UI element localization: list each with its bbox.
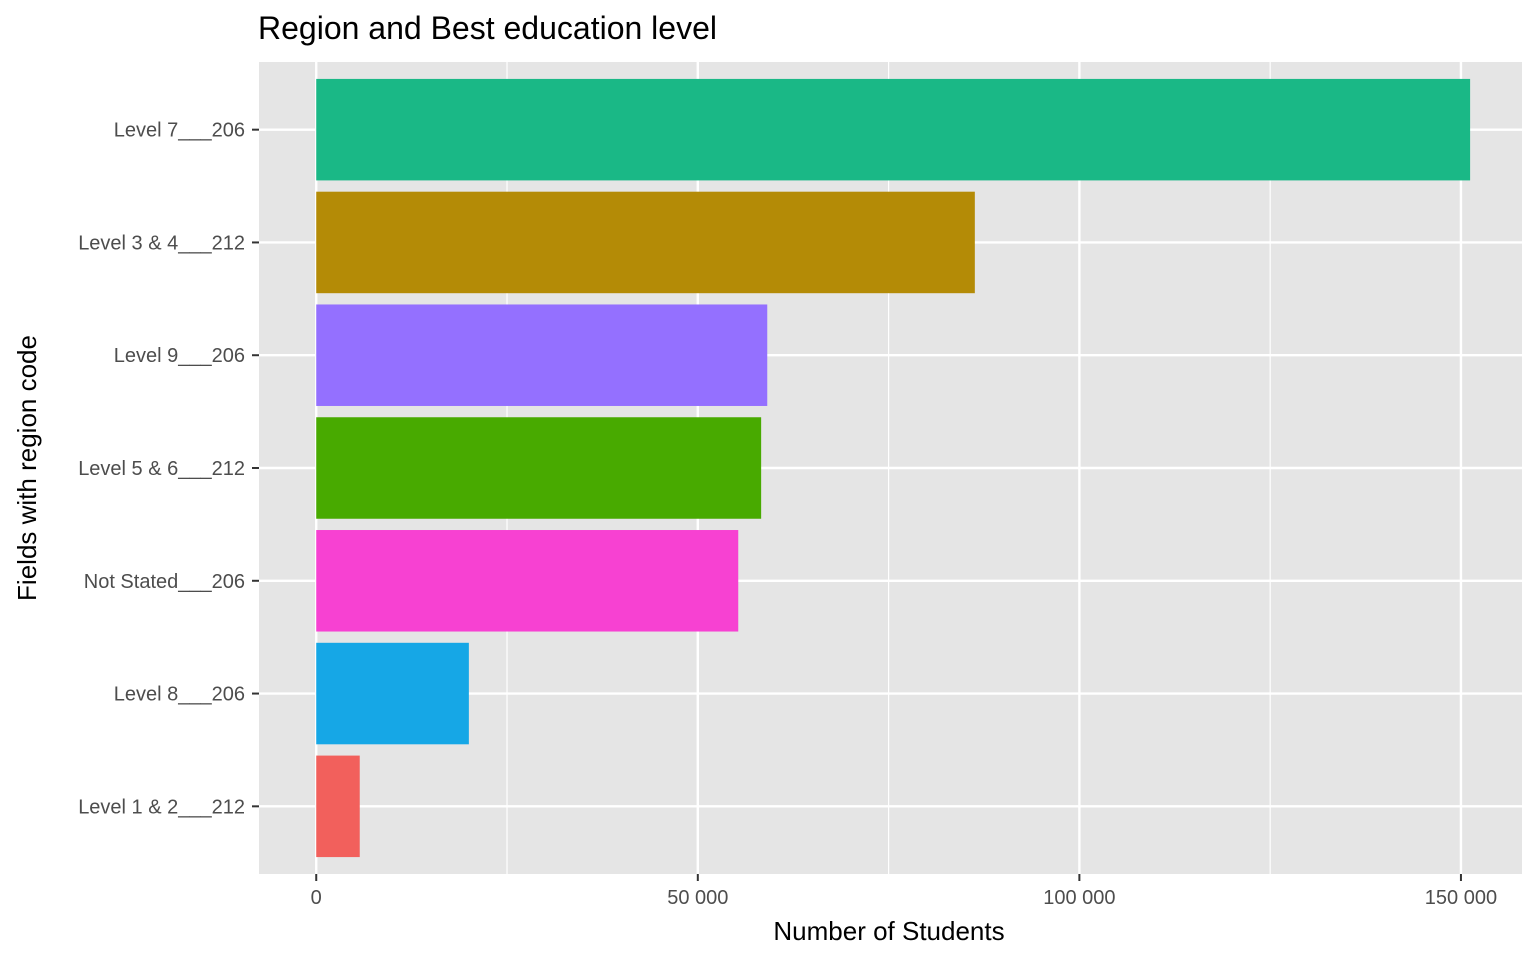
y-tick-label: Not Stated___206 [84, 571, 245, 593]
y-tick-label: Level 1 & 2___212 [78, 796, 245, 818]
y-tick-label: Level 8___206 [114, 684, 245, 706]
bar [316, 755, 360, 858]
chart-title: Region and Best education level [258, 10, 717, 46]
bar [316, 417, 762, 519]
y-tick-label: Level 7___206 [114, 120, 245, 142]
bar [316, 304, 768, 406]
bars [316, 78, 1471, 858]
x-tick-label: 150 000 [1425, 887, 1497, 909]
y-tick-label: Level 3 & 4___212 [78, 232, 245, 254]
y-axis: Level 7___206 Level 3 & 4___212 Level 9___… [78, 120, 259, 818]
bar [316, 191, 975, 294]
y-tick-label: Level 9___206 [114, 345, 245, 367]
y-tick-label: Level 5 & 6___212 [78, 458, 245, 480]
bar [316, 642, 469, 745]
y-axis-title: Fields with region code [12, 335, 42, 601]
x-tick-label: 0 [311, 887, 322, 909]
x-tick-label: 100 000 [1043, 887, 1115, 909]
bar [316, 78, 1471, 181]
x-axis: 0 50 000 100 000 150 000 [311, 874, 1497, 909]
x-tick-label: 50 000 [667, 887, 728, 909]
bar [316, 530, 739, 632]
x-axis-title: Number of Students [773, 916, 1004, 946]
